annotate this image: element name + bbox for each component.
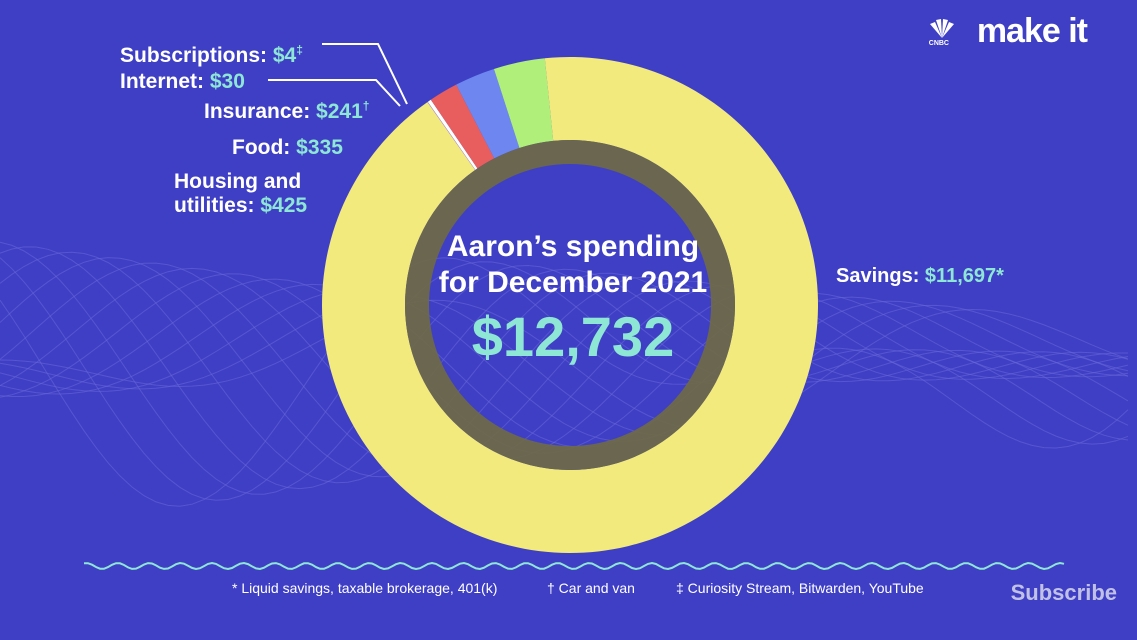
label-leader-lines [268,43,408,107]
slice-internet [427,99,478,170]
footnotes: * Liquid savings, taxable brokerage, 401… [0,580,1137,600]
donut-chart [322,56,818,553]
leader-subscriptions [322,43,408,105]
slice-food [456,68,520,159]
label-food: Food: $335 [232,136,343,159]
footnote-insurance: † Car and van [547,580,635,596]
label-subscriptions: Subscriptions: $4‡ [120,43,303,67]
footnote-subscriptions: ‡ Curiosity Stream, Bitwarden, YouTube [676,580,924,596]
background-wave-line [0,251,1129,484]
background-wave-line [0,267,1128,466]
label-housing: Housing and utilities: $425 [174,170,308,217]
wavy-divider [83,561,1065,571]
label-internet: Internet: $30 [120,70,245,93]
background-wave-line [0,262,1129,472]
leader-internet [268,79,401,107]
background-wave-line [0,257,1129,478]
label-savings: Savings: $11,697* [836,265,1004,287]
slice-subscriptions [427,101,476,171]
background-wave-line [0,241,1129,495]
subscribe-button[interactable]: Subscribe [1010,580,1117,605]
center-title-line1: Aaron’s spending [446,230,700,263]
peacock-icon [930,19,954,38]
center-title-line2: for December 2021 [438,266,708,299]
slice-insurance [430,84,495,169]
label-insurance: Insurance: $241† [204,99,370,123]
logo-subtext: CNBC [928,40,949,47]
slice-housing-and-utilities [493,58,554,148]
slice-savings [322,56,818,553]
center-total: $12,732 [471,305,675,368]
background-wave-line [0,273,1129,460]
make-it-logo: make it [976,12,1088,50]
background-wave-line [0,294,1129,436]
footnote-savings: * Liquid savings, taxable brokerage, 401… [232,580,498,596]
background-wave-line [0,257,1129,507]
inner-shadow-ring [405,140,735,470]
background-wave-line [0,299,1129,431]
background-wave-line [0,257,1129,501]
background-wave-line [0,289,1129,442]
